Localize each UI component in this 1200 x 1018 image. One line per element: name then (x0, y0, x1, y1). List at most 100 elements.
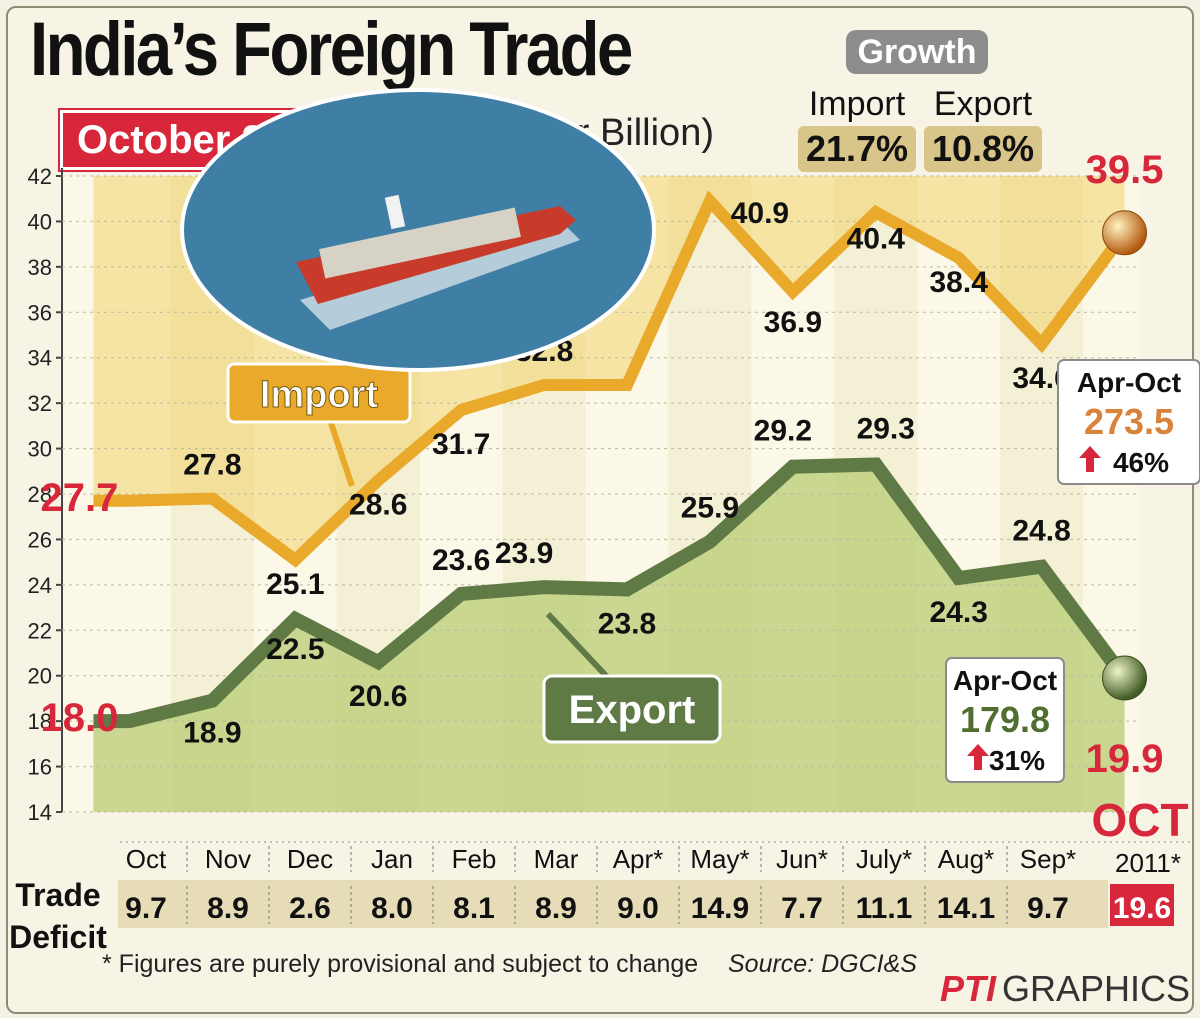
ship-photo (180, 88, 656, 372)
category-label: Aug* (938, 844, 994, 874)
import-data-label: 39.5 (1086, 148, 1164, 192)
import-data-label: 31.7 (432, 428, 490, 461)
import-label-box (226, 362, 412, 424)
export-callout-title: Apr-Oct (953, 665, 1057, 696)
credit: PTI GRAPHICS (940, 968, 1190, 1010)
y-tick-label: 36 (28, 300, 52, 325)
source-note: Source: DGCI&S (728, 950, 917, 978)
import-label-text: Import (260, 374, 379, 416)
pti-logo: PTI (940, 968, 997, 1009)
y-tick-label: 40 (28, 209, 52, 234)
export-label-connector (545, 611, 613, 683)
export-data-label: 19.9 (1086, 737, 1164, 781)
deficit-value: 14.9 (691, 892, 749, 925)
y-tick-label: 14 (28, 800, 52, 825)
import-growth: Import 21.7% (798, 84, 916, 172)
export-label-text: Export (569, 688, 696, 732)
export-label-box (542, 674, 722, 744)
import-data-label: 27.7 (41, 476, 119, 520)
category-label: Jun* (776, 844, 828, 874)
export-data-label: 18.9 (183, 717, 241, 750)
deficit-label-line2: Deficit (9, 919, 107, 955)
deficit-value: 2.6 (289, 892, 331, 925)
y-tick-label: 16 (28, 755, 52, 780)
ship-containers (319, 207, 521, 279)
import-callout-value: 273.5 (1084, 401, 1174, 442)
export-data-label: 23.9 (495, 537, 553, 570)
y-tick-label: 32 (28, 391, 52, 416)
export-data-label: 24.8 (1012, 515, 1070, 548)
page-title: India’s Foreign Trade (30, 7, 633, 92)
deficit-highlight-box (1110, 884, 1174, 926)
import-data-label: 27.8 (183, 449, 241, 482)
import-label-connector (327, 419, 355, 487)
y-tick-label: 20 (28, 664, 52, 689)
deficit-row-bg (118, 880, 1108, 928)
import-growth-value: 21.7% (798, 126, 916, 172)
export-data-label: 23.8 (598, 607, 656, 640)
deficit-value: 8.0 (371, 892, 413, 925)
import-data-label: 28.6 (349, 488, 407, 521)
import-end-marker (1102, 210, 1148, 256)
import-line (93, 190, 1130, 568)
y-tick-label: 22 (28, 618, 52, 643)
export-callout-change: 31% (989, 745, 1045, 776)
category-label: Mar (534, 844, 579, 874)
import-data-label: 25.1 (266, 568, 324, 601)
deficit-value: 9.0 (617, 892, 659, 925)
import-data-label: 38.4 (929, 266, 988, 299)
credit-text: GRAPHICS (1002, 968, 1191, 1009)
import-growth-label: Import (808, 85, 906, 123)
category-label: Jan (371, 844, 413, 874)
import-series-label: Import (226, 362, 412, 487)
import-data-label: 40.4 (847, 222, 906, 255)
import-data-label: 36.9 (764, 306, 822, 339)
year-label: 2011* (1115, 848, 1181, 878)
export-data-label: 29.2 (754, 415, 812, 448)
y-tick-label: 26 (28, 527, 52, 552)
deficit-value: 19.6 (1113, 892, 1171, 925)
category-label: Dec (287, 844, 333, 874)
footnote: * Figures are purely provisional and sub… (102, 950, 699, 978)
category-label: Apr* (613, 844, 664, 874)
y-tick-label: 42 (28, 164, 52, 189)
import-data-label: 40.9 (731, 197, 789, 230)
import-callout-change: 46% (1113, 447, 1169, 478)
category-label: Feb (452, 844, 497, 874)
deficit-label-line1: Trade (15, 877, 100, 913)
y-tick-label: 24 (28, 573, 52, 598)
category-label: Oct (126, 844, 167, 874)
export-growth-value: 10.8% (924, 126, 1042, 172)
export-growth: Export 10.8% (924, 84, 1042, 172)
growth-badge: Growth (846, 30, 988, 74)
deficit-value: 7.7 (781, 892, 823, 925)
export-data-label: 22.5 (266, 633, 324, 666)
export-data-label: 24.3 (929, 596, 987, 629)
y-tick-label: 28 (28, 482, 52, 507)
export-series-label: Export (542, 611, 722, 744)
ship-bridge (384, 194, 406, 230)
export-data-label: 20.6 (349, 680, 407, 713)
deficit-value: 8.9 (535, 892, 577, 925)
export-area (93, 464, 1125, 812)
category-label: May* (690, 844, 749, 874)
export-data-label: 23.6 (432, 544, 490, 577)
y-tick-label: 18 (28, 709, 52, 734)
export-growth-label: Export (933, 85, 1033, 123)
import-callout-title: Apr-Oct (1077, 367, 1181, 398)
deficit-value: 11.1 (856, 892, 913, 925)
deficit-value: 8.9 (207, 892, 249, 925)
up-arrow-icon (967, 744, 989, 770)
category-label: Sep* (1020, 844, 1076, 874)
deficit-value: 14.1 (937, 892, 995, 925)
category-label: July* (856, 844, 912, 874)
export-callout-value: 179.8 (960, 699, 1050, 740)
category-label: OCT (1091, 794, 1188, 846)
up-arrow-icon (1079, 446, 1101, 472)
deficit-value: 9.7 (125, 892, 167, 925)
export-end-marker (1102, 655, 1148, 701)
y-tick-label: 38 (28, 255, 52, 280)
